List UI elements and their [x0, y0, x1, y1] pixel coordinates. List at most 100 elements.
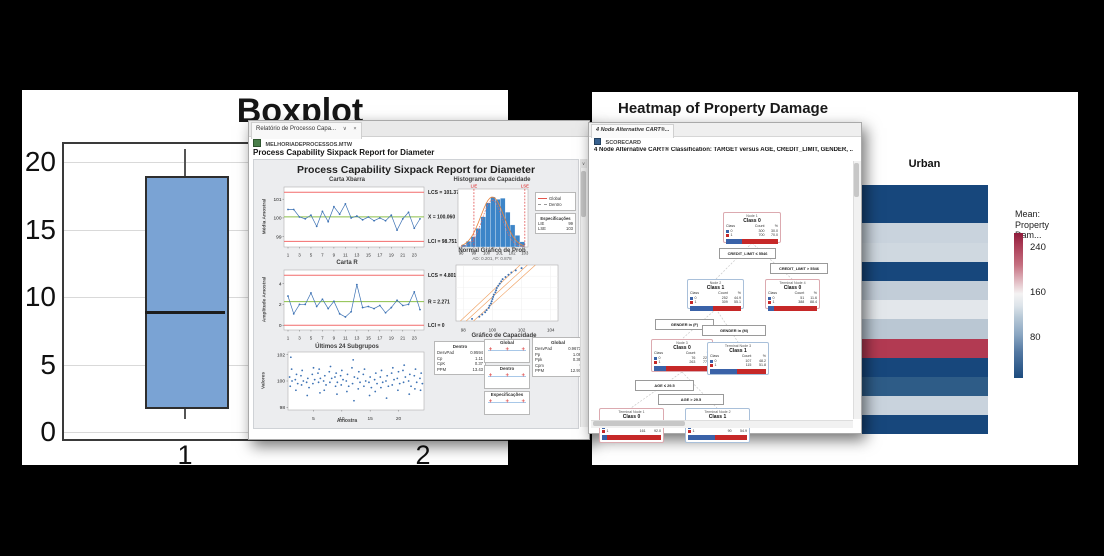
boxplot-y-tick-label: 20	[24, 146, 56, 177]
global-stats-box: Global DesvPad0.9673Pp1.08Ppk0.36Cpm*PPM…	[532, 337, 584, 377]
minitab-scrollbar[interactable]	[580, 159, 588, 427]
svg-text:23: 23	[412, 253, 418, 258]
cart-tab[interactable]: 4 Node Alternative CART®...	[591, 124, 675, 138]
dentro-stats-box: Dentro DesvPad 0.9594 Cp 1.11 CpK 0.37 PPM 13.4…	[434, 341, 486, 376]
svg-text:98: 98	[280, 405, 286, 411]
node-id-label: Node 1	[746, 214, 758, 218]
boxplot-y-tick-label: 0	[40, 416, 56, 447]
legend-spec-box: Especificações LIE 99 LSE 103	[535, 213, 576, 234]
svg-text:7: 7	[321, 253, 324, 258]
svg-text:LCI = 98.751: LCI = 98.751	[428, 239, 457, 245]
report-heading: Process Capability Sixpack Report for Di…	[253, 148, 435, 157]
dentro-stats-rows: DesvPad 0.9594 Cp 1.11 CpK 0.37 PPM 13.43	[437, 350, 483, 372]
node-table-row: 1 90 54.9	[688, 429, 747, 433]
tree-node-n2: Node 2 Class 1 Class Count% 0 252 44.9 1 309 55.1	[687, 279, 744, 311]
node-class-label: Class 0	[622, 414, 641, 421]
node-class-label: Class 0	[783, 285, 802, 292]
svg-text:104: 104	[547, 328, 555, 333]
interval-dentro-label: Dentro	[499, 366, 515, 371]
svg-text:5: 5	[310, 336, 313, 341]
tab-dropdown-icon[interactable]: ∨	[342, 126, 347, 132]
sixpack-graph-region: Process Capability Sixpack Report for Di…	[253, 159, 584, 429]
svg-text:13: 13	[354, 336, 360, 341]
svg-text:4: 4	[279, 281, 282, 287]
svg-text:2: 2	[279, 302, 282, 308]
boxplot-median-line	[145, 310, 225, 314]
svg-text:LCS = 101.370: LCS = 101.370	[428, 190, 462, 196]
svg-text:15: 15	[366, 336, 372, 341]
tree-node-root: Node 1 Class 0 Class Count% 0 300 30.0 1 700 70.0	[723, 212, 781, 244]
boxplot-box	[145, 175, 229, 409]
svg-text:21: 21	[400, 336, 406, 341]
svg-text:11: 11	[343, 336, 348, 341]
heatmap-legend-title: Mean:	[1015, 209, 1041, 219]
split-rule: GENDER in (M)	[702, 325, 766, 336]
class-swatch	[768, 300, 771, 304]
class-swatch	[688, 429, 691, 433]
spec-usl-name: LSE	[538, 226, 546, 231]
node-table-row: 1 388 88.4	[768, 300, 817, 304]
node-id-label: Terminal Node 2	[704, 410, 731, 414]
svg-text:11: 11	[343, 253, 348, 258]
node-class-bar	[688, 435, 747, 440]
scrollbar-arrow-icon[interactable]: ∨	[580, 159, 587, 168]
svg-text:15: 15	[366, 253, 372, 258]
histogram-legend: Global Dentro Especificações LIE 99 LSE 10…	[535, 192, 576, 236]
svg-text:1: 1	[287, 253, 290, 258]
heatmap-grid	[861, 185, 988, 435]
svg-text:10: 10	[339, 416, 345, 422]
minitab-scrollbar-thumb[interactable]	[581, 171, 586, 217]
svg-text:19: 19	[389, 336, 395, 341]
worksheet-row: MELHORIADEPROCESSOS.MTW	[253, 139, 352, 148]
spec-title: Especificações	[540, 216, 571, 221]
node-id-label: Terminal Node 1	[618, 410, 645, 414]
node-table-row: 0 300 30.0	[726, 229, 778, 233]
r-chart-title: Carta R	[336, 260, 358, 266]
boxplot-x-tick-label: 2	[415, 440, 431, 470]
cart-horizontal-scrollbar-thumb[interactable]	[593, 421, 685, 426]
class-swatch	[654, 356, 657, 360]
svg-text:5: 5	[310, 253, 313, 258]
node-table-row: 1 309 55.1	[690, 300, 741, 304]
node-table-row: 0 51 11.6	[768, 296, 817, 300]
minitab-tab[interactable]: Relatório de Processo Capa... ∨ ×	[251, 122, 362, 139]
node-id-label: Node 3	[676, 341, 688, 345]
cart-vertical-scrollbar[interactable]	[853, 161, 861, 419]
cart-tab-bar: 4 Node Alternative CART®...	[589, 123, 861, 138]
heatmap-cell	[861, 357, 988, 377]
split-rule: CREDIT_LIMIT > 5546	[770, 263, 828, 274]
svg-text:100: 100	[277, 379, 285, 385]
cart-horizontal-scrollbar[interactable]	[591, 420, 853, 428]
split-rule: AGE ≤ 29.5	[635, 380, 694, 391]
interval-global: Global + + +	[484, 339, 530, 363]
svg-text:13: 13	[354, 253, 360, 258]
svg-text:100: 100	[273, 216, 281, 222]
minitab-tab-bar: Relatório de Processo Capa... ∨ ×	[249, 121, 589, 139]
heatmap-cell	[861, 300, 988, 320]
graph-main-title: Process Capability Sixpack Report for Di…	[296, 164, 536, 176]
xbar-chart-title: Carta Xbarra	[328, 177, 366, 183]
svg-text:1: 1	[287, 336, 290, 341]
node-class-label: Class 0	[743, 218, 761, 225]
split-rule: AGE > 29.5	[658, 394, 724, 405]
svg-text:9: 9	[333, 253, 336, 258]
cart-vertical-scrollbar-thumb[interactable]	[854, 163, 859, 197]
spec-lsl-value: 99	[568, 221, 573, 226]
cart-worksheet-icon	[594, 138, 601, 145]
tab-close-icon[interactable]: ×	[353, 126, 357, 132]
global-stats-title: Global	[550, 340, 565, 345]
boxplot-y-tick-label: 15	[24, 213, 56, 245]
worksheet-icon	[253, 139, 261, 147]
node-table-row: 126377.6	[654, 360, 710, 364]
svg-text:101: 101	[273, 197, 281, 203]
svg-text:100: 100	[489, 328, 497, 333]
stat-row: DesvPad 0.9673	[535, 346, 581, 351]
node-class-bar	[726, 239, 778, 244]
boxplot-x-tick-label: 1	[177, 440, 193, 470]
